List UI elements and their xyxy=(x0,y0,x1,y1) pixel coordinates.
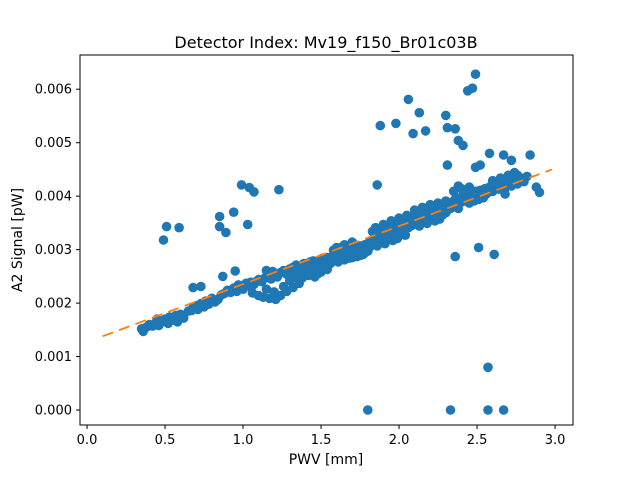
data-point xyxy=(391,118,401,129)
data-point xyxy=(214,211,225,222)
data-point xyxy=(487,175,498,186)
y-tick-label: 0.001 xyxy=(35,350,72,365)
plot-area xyxy=(79,54,574,426)
trend-line xyxy=(102,168,553,338)
data-point xyxy=(408,128,418,139)
x-tick-label: 0.0 xyxy=(77,433,98,448)
data-point xyxy=(467,83,478,93)
data-point xyxy=(249,187,259,197)
data-point xyxy=(274,184,284,195)
data-point xyxy=(483,362,493,373)
data-point xyxy=(483,405,493,415)
data-point xyxy=(375,120,386,131)
data-point xyxy=(420,126,431,136)
data-point xyxy=(509,167,520,178)
data-point xyxy=(196,281,206,292)
data-point xyxy=(218,271,228,282)
y-axis-label: A2 Signal [pW] xyxy=(10,188,26,292)
data-point xyxy=(174,222,184,233)
data-point xyxy=(453,181,464,191)
data-point xyxy=(500,189,510,199)
data-point xyxy=(417,202,428,213)
data-point xyxy=(484,148,495,159)
data-point xyxy=(475,160,486,170)
x-tick-label: 2.5 xyxy=(467,433,488,448)
data-point xyxy=(228,207,239,217)
data-point xyxy=(372,180,383,190)
x-axis-label: PWV [mm] xyxy=(289,452,364,468)
y-tick-label: 0.005 xyxy=(35,136,72,151)
x-tick-label: 1.0 xyxy=(233,433,254,448)
y-tick-label: 0.006 xyxy=(35,83,72,98)
chart-title: Detector Index: Mv19_f150_Br01c03B xyxy=(174,33,477,53)
data-point xyxy=(433,198,443,208)
data-point xyxy=(495,173,506,183)
y-tick-label: 0.002 xyxy=(35,297,72,312)
data-point xyxy=(489,249,500,260)
data-point xyxy=(442,122,453,133)
y-tick-label: 0.000 xyxy=(35,404,72,419)
data-point xyxy=(534,187,545,198)
data-point xyxy=(414,107,425,118)
data-point xyxy=(178,313,189,323)
y-tick-label: 0.004 xyxy=(35,190,72,205)
data-point xyxy=(403,94,414,105)
data-point xyxy=(344,253,354,263)
data-point xyxy=(158,235,169,245)
data-point xyxy=(506,155,517,166)
data-point xyxy=(242,219,253,230)
data-point xyxy=(400,230,411,240)
data-point xyxy=(188,282,198,293)
data-point xyxy=(498,405,509,415)
fit-line xyxy=(102,168,553,338)
data-point xyxy=(372,229,383,239)
data-point xyxy=(525,150,535,160)
data-point xyxy=(355,250,365,261)
data-point xyxy=(470,69,481,79)
data-point xyxy=(230,266,240,276)
x-tick-label: 3.0 xyxy=(545,433,566,448)
data-point xyxy=(458,140,468,151)
data-point xyxy=(214,221,225,232)
data-point xyxy=(450,124,461,134)
data-point xyxy=(464,182,475,192)
x-tick-label: 0.5 xyxy=(155,433,176,448)
data-point xyxy=(161,221,172,232)
data-point xyxy=(442,160,453,170)
scatter-points xyxy=(136,69,545,415)
data-point xyxy=(278,281,289,292)
y-tick-label: 0.003 xyxy=(35,243,72,258)
data-point xyxy=(313,268,323,279)
data-point xyxy=(236,180,247,190)
data-point xyxy=(425,199,436,210)
data-point xyxy=(473,242,484,253)
data-point xyxy=(450,251,461,262)
data-point xyxy=(363,405,373,415)
data-point xyxy=(221,227,231,238)
x-tick-label: 2.0 xyxy=(389,433,410,448)
data-point xyxy=(261,284,272,295)
data-point xyxy=(445,405,456,415)
data-point xyxy=(409,205,420,215)
data-point xyxy=(498,150,509,160)
axis-ticks: 0.0 0.5 1.0 1.5 2.0 2.5 3.0 0.000 0.001 0.002 0.00… xyxy=(35,83,566,448)
data-point xyxy=(269,287,280,297)
data-point xyxy=(441,110,451,121)
data-point xyxy=(522,171,532,182)
x-tick-label: 1.5 xyxy=(311,433,332,448)
